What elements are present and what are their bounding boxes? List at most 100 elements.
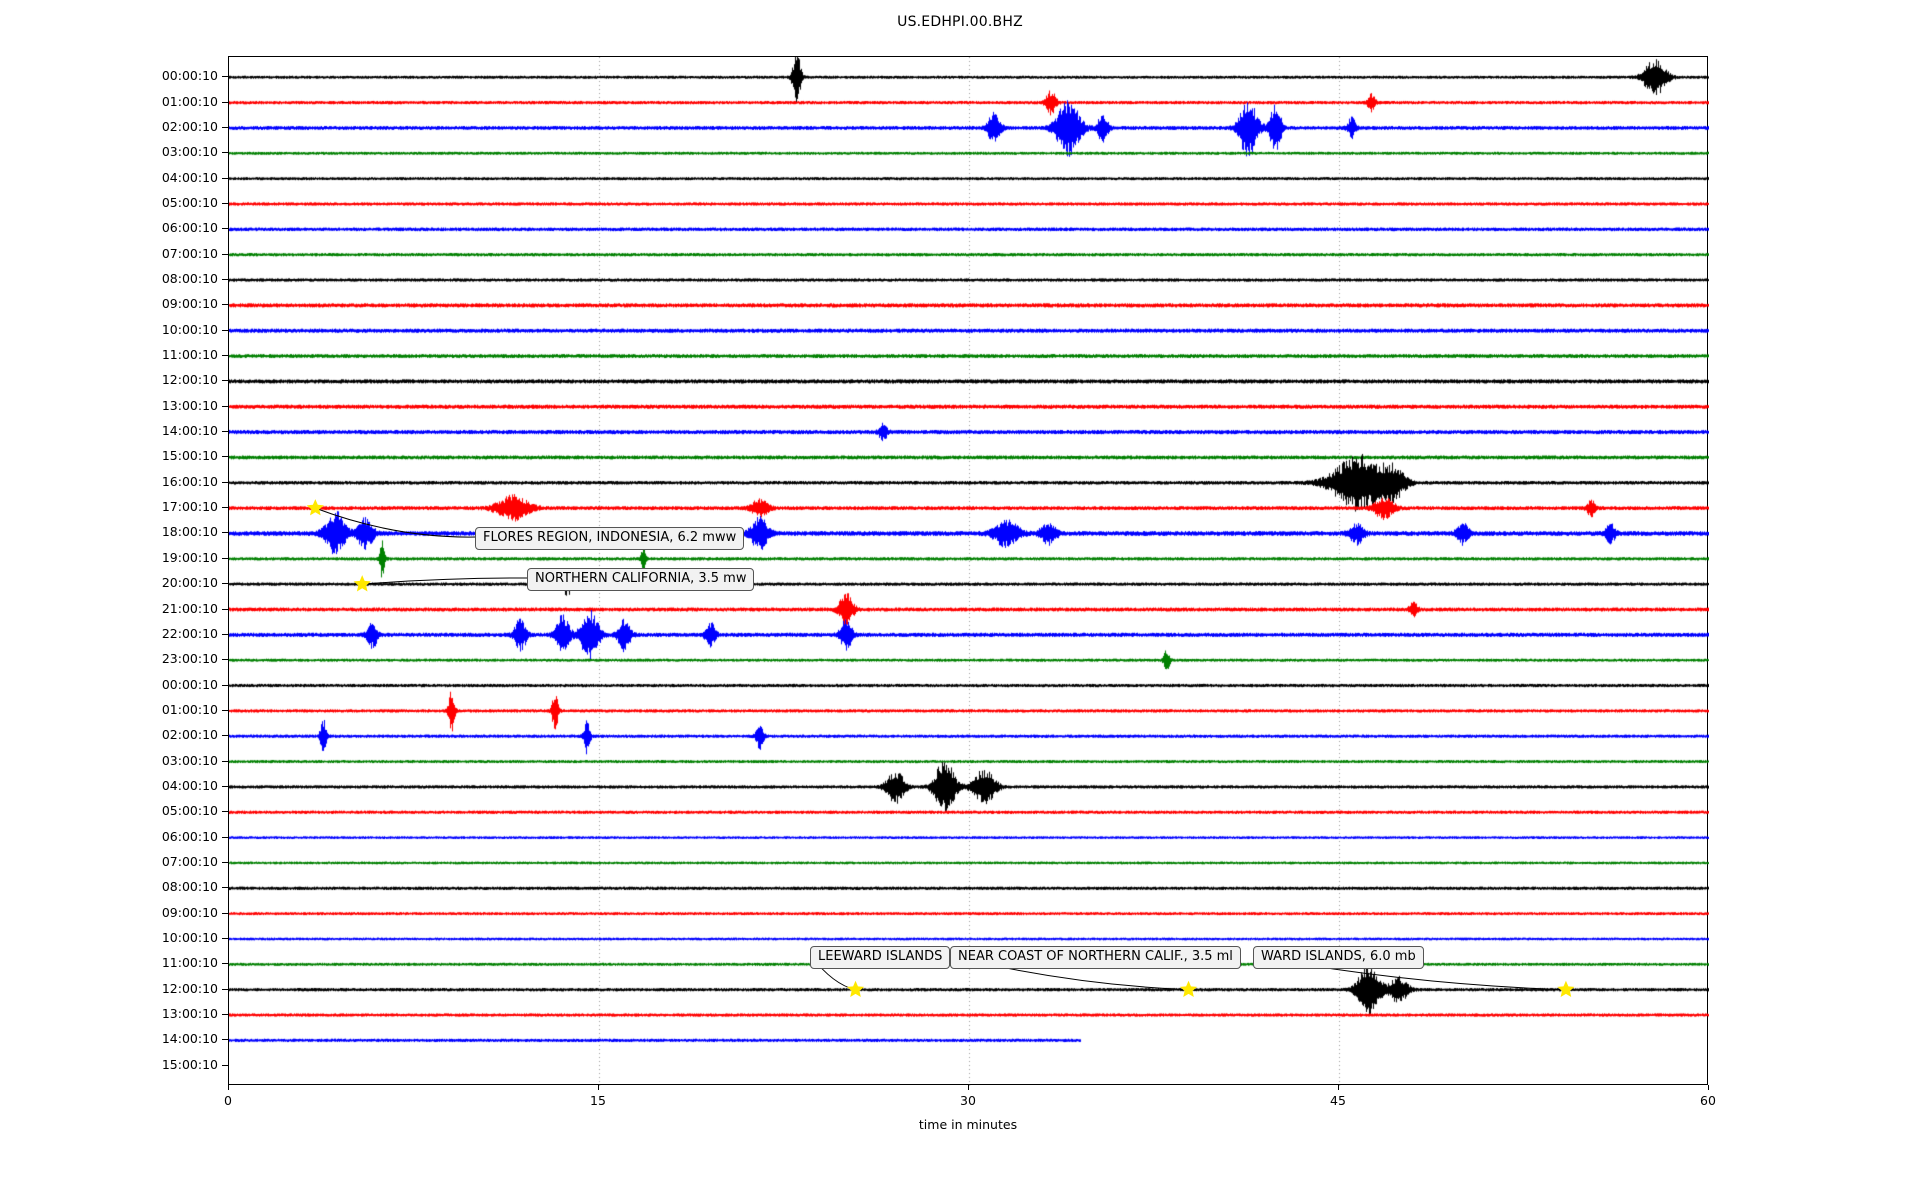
x-tick-label: 15 (590, 1093, 606, 1108)
x-axis-label: time in minutes (918, 1117, 1018, 1132)
y-tick-mark (222, 228, 228, 229)
y-tick-mark (222, 558, 228, 559)
annotation-box-leeward2[interactable]: WARD ISLANDS, 6.0 mb (1253, 946, 1424, 969)
y-tick-mark (222, 355, 228, 356)
y-tick-mark (222, 102, 228, 103)
y-tick-label: 15:00:10 (161, 448, 218, 464)
x-tick-label: 30 (960, 1093, 976, 1108)
y-tick-label: 14:00:10 (161, 1031, 218, 1047)
y-tick-mark (222, 634, 228, 635)
y-tick-label: 10:00:10 (161, 321, 218, 337)
y-tick-label: 21:00:10 (161, 600, 218, 616)
y-tick-label: 11:00:10 (161, 955, 218, 971)
y-tick-label: 12:00:10 (161, 372, 218, 388)
y-tick-label: 01:00:10 (161, 701, 218, 717)
y-tick-label: 06:00:10 (161, 220, 218, 236)
y-tick-label: 00:00:10 (161, 676, 218, 692)
y-tick-label: 10:00:10 (161, 930, 218, 945)
y-tick-label: 17:00:10 (161, 499, 218, 515)
y-tick-mark (222, 609, 228, 610)
x-tick-mark (968, 1085, 969, 1090)
y-tick-mark (222, 178, 228, 179)
y-tick-mark (222, 152, 228, 153)
annotation-box-leeward1[interactable]: LEEWARD ISLANDS (810, 946, 951, 969)
y-tick-label: 03:00:10 (161, 752, 218, 768)
y-tick-mark (222, 1065, 228, 1066)
y-tick-label: 11:00:10 (161, 347, 218, 363)
x-tick-mark (1708, 1085, 1709, 1090)
seismogram-axes (228, 56, 1709, 1086)
y-tick-label: 04:00:10 (161, 169, 218, 185)
y-tick-mark (222, 887, 228, 888)
y-tick-label: 23:00:10 (161, 651, 218, 667)
y-tick-mark (222, 304, 228, 305)
y-tick-mark (222, 989, 228, 990)
annotation-box-norcalc[interactable]: NEAR COAST OF NORTHERN CALIF., 3.5 ml (950, 946, 1241, 969)
y-tick-label: 12:00:10 (161, 980, 218, 996)
y-tick-mark (222, 330, 228, 331)
y-tick-mark (222, 380, 228, 381)
y-tick-label: 19:00:10 (161, 549, 218, 565)
y-tick-label: 05:00:10 (161, 803, 218, 819)
y-tick-mark (222, 710, 228, 711)
x-tick-mark (598, 1085, 599, 1090)
trace-canvas (229, 57, 1709, 1086)
y-tick-label: 07:00:10 (161, 245, 218, 261)
y-tick-mark (222, 786, 228, 787)
y-tick-mark (222, 482, 228, 483)
y-tick-label: 02:00:10 (161, 727, 218, 743)
y-tick-label: 13:00:10 (161, 397, 218, 413)
y-tick-mark (222, 203, 228, 204)
y-tick-label: 02:00:10 (161, 118, 218, 134)
annotation-box-norcal[interactable]: NORTHERN CALIFORNIA, 3.5 mw (527, 568, 755, 591)
y-tick-mark (222, 406, 228, 407)
y-tick-label: 22:00:10 (161, 625, 218, 641)
y-tick-mark (222, 583, 228, 584)
y-tick-label: 08:00:10 (161, 879, 218, 895)
y-tick-label: 16:00:10 (161, 473, 218, 489)
y-tick-label: 09:00:10 (161, 296, 218, 312)
y-tick-mark (222, 938, 228, 939)
y-tick-label: 20:00:10 (161, 575, 218, 591)
y-tick-mark (222, 913, 228, 914)
y-tick-label: 15:00:10 (161, 1056, 218, 1072)
y-tick-label: 09:00:10 (161, 904, 218, 920)
y-tick-mark (222, 811, 228, 812)
y-tick-mark (222, 1039, 228, 1040)
y-tick-label: 14:00:10 (161, 423, 218, 439)
y-tick-mark (222, 963, 228, 964)
y-tick-mark (222, 659, 228, 660)
x-tick-label: 60 (1700, 1093, 1716, 1108)
y-tick-mark (222, 761, 228, 762)
y-tick-mark (222, 456, 228, 457)
y-tick-mark (222, 685, 228, 686)
y-tick-mark (222, 279, 228, 280)
y-tick-label: 01:00:10 (161, 93, 218, 109)
x-tick-mark (228, 1085, 229, 1090)
y-tick-label: 08:00:10 (161, 271, 218, 287)
x-tick-label: 45 (1330, 1093, 1346, 1108)
y-tick-label: 18:00:10 (161, 524, 218, 540)
y-tick-label: 00:00:10 (161, 68, 218, 84)
x-tick-mark (1338, 1085, 1339, 1090)
y-tick-label: 04:00:10 (161, 777, 218, 793)
y-tick-mark (222, 254, 228, 255)
y-tick-label: 13:00:10 (161, 1006, 218, 1022)
y-tick-mark (222, 127, 228, 128)
x-tick-label: 0 (224, 1093, 232, 1108)
annotation-box-flores[interactable]: FLORES REGION, INDONESIA, 6.2 mww (475, 527, 745, 550)
page-title: US.EDHPI.00.BHZ (897, 14, 1023, 30)
y-tick-mark (222, 76, 228, 77)
y-tick-mark (222, 532, 228, 533)
y-tick-label: 05:00:10 (161, 195, 218, 210)
y-tick-mark (222, 862, 228, 863)
y-tick-label: 06:00:10 (161, 828, 218, 844)
y-tick-mark (222, 507, 228, 508)
y-tick-mark (222, 431, 228, 432)
y-tick-label: 07:00:10 (161, 853, 218, 869)
y-tick-mark (222, 837, 228, 838)
y-tick-mark (222, 735, 228, 736)
y-tick-mark (222, 1014, 228, 1015)
y-tick-label: 03:00:10 (161, 144, 218, 160)
